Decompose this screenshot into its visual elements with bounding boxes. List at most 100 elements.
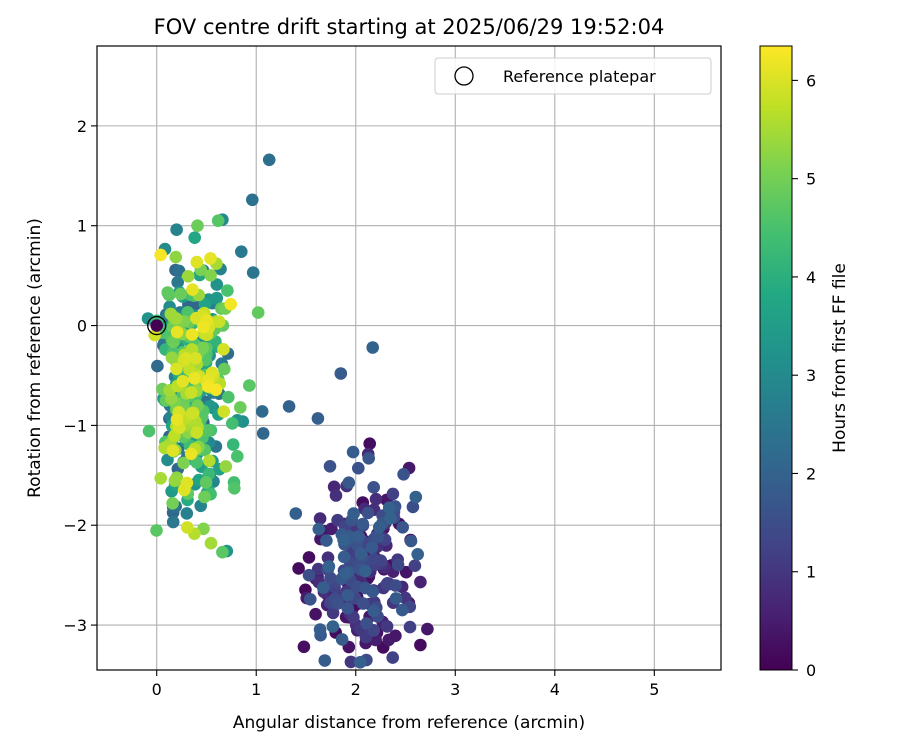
data-point — [302, 568, 316, 582]
data-point — [347, 507, 360, 520]
reference-marker — [147, 315, 167, 336]
data-point — [352, 530, 366, 543]
data-point — [172, 264, 186, 278]
data-point — [165, 351, 179, 365]
data-point — [396, 603, 409, 617]
data-point — [170, 413, 184, 426]
data-point — [170, 362, 183, 376]
data-point — [386, 651, 400, 664]
data-point — [362, 452, 376, 465]
data-point — [204, 252, 217, 265]
data-point — [171, 275, 184, 289]
data-point — [389, 592, 403, 605]
chart-title: FOV centre drift starting at 2025/06/29 … — [154, 15, 665, 39]
data-point — [151, 359, 164, 373]
y-tick-label: 0 — [77, 317, 87, 336]
data-point — [339, 567, 352, 580]
y-tick-label: −1 — [63, 416, 87, 435]
data-point — [353, 656, 367, 669]
colorbar-tick-label: 5 — [806, 170, 816, 189]
data-point — [212, 315, 226, 329]
data-point — [421, 622, 434, 636]
data-point — [191, 219, 204, 232]
data-point — [382, 501, 396, 514]
data-point — [190, 255, 204, 269]
data-point — [221, 284, 234, 297]
data-point — [246, 266, 260, 279]
data-point — [197, 320, 210, 334]
data-point — [204, 269, 217, 282]
data-point — [231, 450, 244, 463]
data-point — [380, 620, 394, 633]
data-point — [404, 534, 418, 548]
data-point — [318, 654, 332, 667]
plot-frame — [96, 45, 722, 671]
y-tick-label: 1 — [77, 217, 87, 236]
y-tick-label: 2 — [77, 117, 87, 136]
data-point — [297, 640, 311, 654]
data-point — [222, 390, 235, 404]
data-point — [188, 372, 201, 385]
data-point — [184, 386, 198, 399]
legend-entry-reference: Reference platepar — [503, 67, 656, 86]
data-point — [216, 545, 229, 559]
data-point — [373, 520, 386, 534]
data-point — [203, 454, 216, 468]
data-point — [326, 620, 340, 633]
data-point — [181, 521, 194, 534]
data-point — [256, 427, 270, 440]
data-point — [386, 487, 400, 501]
data-point — [246, 193, 259, 207]
data-point — [369, 633, 383, 647]
data-point — [289, 507, 303, 520]
data-point — [251, 306, 265, 319]
data-point — [196, 341, 209, 355]
data-point — [201, 424, 214, 437]
data-point — [177, 456, 190, 470]
data-point — [320, 534, 333, 547]
data-point — [337, 550, 351, 564]
data-point — [209, 383, 223, 397]
data-point — [255, 405, 269, 418]
data-point — [312, 522, 326, 536]
colorbar-tick-label: 0 — [806, 661, 816, 680]
data-point — [184, 447, 198, 461]
colorbar-tick-label: 6 — [806, 71, 816, 90]
x-tick-label: 5 — [649, 680, 659, 699]
data-point — [226, 417, 239, 430]
data-point — [365, 541, 379, 554]
data-point — [382, 633, 396, 647]
data-point — [391, 558, 405, 572]
data-point — [217, 343, 230, 356]
data-point — [181, 270, 195, 283]
data-point — [174, 287, 187, 301]
data-point — [341, 589, 355, 602]
data-point — [198, 490, 211, 504]
data-point — [199, 476, 213, 489]
data-point — [185, 407, 199, 420]
data-point — [142, 424, 156, 438]
colorbar-tick-label: 4 — [806, 268, 816, 287]
data-point — [210, 278, 224, 291]
data-point — [352, 461, 365, 475]
data-point — [369, 492, 383, 506]
data-point — [217, 405, 231, 418]
data-point — [334, 367, 348, 380]
data-point — [228, 482, 241, 495]
data-point — [150, 524, 163, 537]
colorbar-ticks: 0 1 2 3 4 5 6 — [792, 71, 816, 680]
x-tick-label: 0 — [152, 680, 162, 699]
data-point — [406, 500, 420, 514]
colorbar — [759, 45, 793, 671]
y-tick-label: −2 — [63, 516, 87, 535]
y-tick-label: −3 — [63, 616, 87, 635]
data-point — [335, 633, 349, 646]
legend-marker — [454, 66, 474, 86]
colorbar-tick-label: 2 — [806, 464, 816, 483]
data-point — [409, 490, 423, 504]
data-point — [344, 655, 358, 669]
data-point — [180, 507, 194, 520]
legend: Reference platepar — [434, 57, 712, 95]
data-point — [204, 536, 218, 550]
y-axis-label: Rotation from reference (arcmin) — [25, 218, 45, 498]
